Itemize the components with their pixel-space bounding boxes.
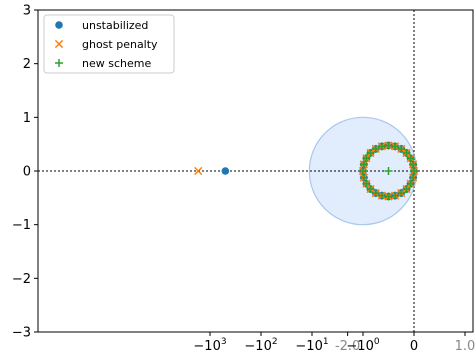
legend-label: ghost penalty [82, 38, 158, 51]
legend-marker-stroke-b [54, 39, 64, 49]
legend-box [43, 14, 175, 74]
series-2-ring-point [391, 191, 400, 200]
series-2-ring-point [406, 154, 415, 163]
y-tick-label: 3 [23, 4, 31, 19]
x-tick-label: -2.0 [335, 339, 360, 354]
series-2-ring-point [406, 179, 415, 188]
legend-label: unstabilized [82, 19, 148, 32]
y-axis-ticks: 3 2 1 0 −1 −2 −3 [12, 4, 38, 341]
series-1-point-0 [194, 166, 203, 176]
series-2-ring-point [377, 191, 386, 200]
legend-marker [55, 59, 63, 67]
legend-label: new scheme [82, 57, 151, 70]
series-2-point-0 [384, 167, 393, 175]
x-tick-label: −101 [295, 337, 328, 354]
series-2-ring-point [366, 148, 375, 157]
series-0-point-0 [221, 167, 230, 175]
y-tick-label: 2 [23, 57, 31, 72]
x-axis-ticks: −103 −102 −101 -2.0−100 0 1.0 [193, 332, 475, 354]
series-2-ring-point [409, 173, 418, 182]
data-points [194, 141, 419, 201]
series-2-ring-point [362, 179, 371, 188]
x-tick-label: 0 [410, 339, 418, 354]
series-new-scheme [359, 141, 418, 201]
series-2-ring-point [359, 173, 368, 182]
series-2-ring-point [402, 148, 411, 157]
series-2-ring-point [371, 189, 380, 198]
series-2-ring-point [410, 167, 418, 175]
y-tick-label: 0 [23, 165, 31, 180]
y-tick-label: −3 [12, 326, 31, 341]
x-tick-label: −102 [244, 337, 277, 354]
series-2-ring-point [377, 142, 386, 151]
series-2-ring-point [359, 167, 367, 175]
y-tick-label: 1 [23, 111, 31, 126]
legend-marker [55, 21, 63, 29]
series-2-ring-point [402, 185, 411, 194]
series-2-ring-point [397, 144, 406, 153]
series-2-ring-point [409, 160, 418, 169]
series-2-ring-point [371, 144, 380, 153]
legend: unstabilized ghost penalty new scheme [43, 14, 175, 74]
legend-marker [54, 39, 64, 49]
x-tick-label: −100 [346, 337, 379, 354]
series-1-point-0-stroke-b [194, 166, 203, 176]
x-tick-label: −103 [193, 337, 226, 354]
legend-item-new-scheme: new scheme [55, 57, 151, 70]
legend-item-unstabilized: unstabilized [55, 19, 148, 32]
series-2-ring-point [362, 154, 371, 163]
series-2-ring-point [397, 189, 406, 198]
series-2-ring-point [359, 160, 368, 169]
series-2-ring-point [384, 192, 393, 201]
series-2-ring-point [384, 141, 393, 150]
series-2-ring-point [391, 142, 400, 151]
x-tick-label: 1.0 [455, 339, 476, 354]
series-2-ring-point [366, 185, 375, 194]
y-tick-label: −1 [12, 218, 31, 233]
y-tick-label: −2 [12, 272, 31, 287]
legend-item-ghost-penalty: ghost penalty [54, 38, 158, 51]
